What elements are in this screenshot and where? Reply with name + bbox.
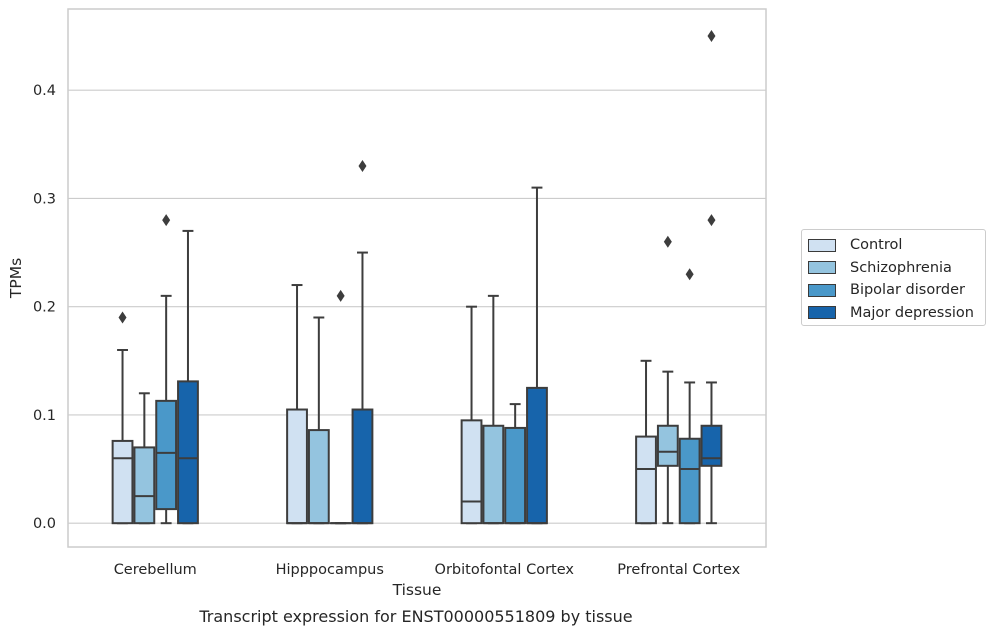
box-0-0 bbox=[111, 311, 134, 525]
outlier-point bbox=[685, 268, 694, 281]
box-2-2 bbox=[504, 403, 527, 525]
box-iqr bbox=[351, 408, 374, 525]
outlier-point bbox=[336, 289, 345, 302]
box-iqr bbox=[286, 408, 308, 525]
box-0-3 bbox=[177, 229, 199, 525]
legend-label: Schizophrenia bbox=[850, 259, 952, 276]
box-0-2 bbox=[155, 214, 178, 525]
y-tick-labels: 0.0 0.1 0.2 0.3 0.4 bbox=[33, 83, 56, 532]
box-1-1 bbox=[307, 316, 330, 525]
y-tick-label: 0.2 bbox=[33, 300, 56, 316]
x-tick-label: Orbitofontal Cortex bbox=[435, 562, 575, 578]
box-iqr bbox=[482, 424, 505, 525]
y-tick-label: 0.3 bbox=[33, 191, 56, 207]
box-1-2 bbox=[329, 289, 352, 525]
box-iqr bbox=[656, 424, 679, 467]
box-iqr bbox=[504, 426, 527, 525]
legend-label: Bipolar disorder bbox=[850, 282, 965, 298]
outlier-point bbox=[707, 30, 716, 43]
y-tick-label: 0.0 bbox=[33, 516, 56, 532]
outlier-point bbox=[162, 214, 171, 227]
outlier-point bbox=[118, 311, 127, 324]
box-3-1 bbox=[656, 235, 679, 525]
box-iqr bbox=[460, 419, 483, 525]
box-iqr bbox=[307, 429, 330, 525]
y-tick-label: 0.4 bbox=[33, 83, 56, 99]
box-iqr bbox=[133, 446, 156, 525]
y-tick-label: 0.1 bbox=[33, 408, 56, 424]
plot-area-frame bbox=[67, 8, 767, 548]
legend-swatch bbox=[808, 238, 836, 252]
box-1-3 bbox=[351, 159, 374, 525]
legend-swatch bbox=[808, 306, 836, 319]
box-iqr bbox=[700, 424, 723, 467]
outlier-point bbox=[663, 235, 672, 248]
x-tick-label: Prefrontal Cortex bbox=[617, 562, 740, 578]
legend-swatch bbox=[808, 261, 836, 274]
legend-item: Control bbox=[808, 235, 902, 255]
box-2-3 bbox=[526, 186, 548, 525]
legend-label: Control bbox=[850, 237, 903, 253]
x-tick-labels: Cerebellum Hipppocampus Orbitofontal Corte… bbox=[114, 562, 741, 578]
legend-swatch bbox=[808, 283, 836, 297]
legend-item: Bipolar disorder bbox=[808, 280, 965, 300]
box-3-2 bbox=[678, 268, 701, 525]
box-iqr bbox=[155, 399, 178, 511]
box-iqr bbox=[111, 439, 134, 525]
outlier-point bbox=[358, 159, 367, 172]
x-tick-label: Hipppocampus bbox=[276, 562, 384, 578]
y-axis-label: TPMs bbox=[7, 258, 25, 299]
legend-label: Major depression bbox=[850, 304, 974, 321]
x-axis-label: Tissue bbox=[392, 581, 442, 599]
box-3-3 bbox=[700, 30, 723, 525]
box-iqr bbox=[177, 380, 199, 525]
box-iqr bbox=[635, 435, 657, 525]
box-0-1 bbox=[133, 392, 156, 525]
box-iqr bbox=[678, 437, 701, 525]
box-2-0 bbox=[460, 305, 483, 525]
legend: Control Schizophrenia Bipolar disorder Majo… bbox=[801, 229, 986, 326]
box-3-0 bbox=[635, 359, 657, 525]
legend-item: Schizophrenia bbox=[808, 258, 952, 278]
legend-item: Major depression bbox=[808, 303, 974, 323]
x-tick-label: Cerebellum bbox=[114, 562, 197, 578]
box-1-0 bbox=[286, 284, 308, 525]
boxes bbox=[111, 30, 723, 525]
chart-caption: Transcript expression for ENST0000055180… bbox=[198, 607, 632, 626]
box-2-1 bbox=[482, 294, 505, 525]
box-iqr bbox=[526, 386, 548, 525]
outlier-point bbox=[707, 214, 716, 227]
